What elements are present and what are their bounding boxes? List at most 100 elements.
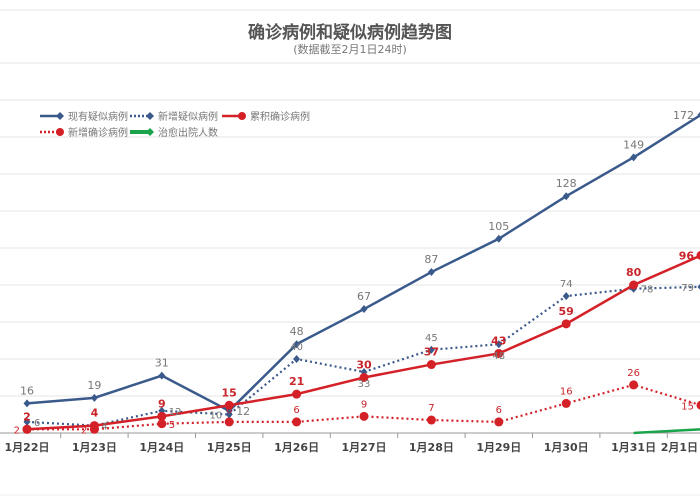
data-point [495,234,503,243]
chart-title: 确诊病例和疑似病例趋势图 [248,23,452,43]
data-label: 15 [681,401,694,412]
legend-swatch-icon [222,111,246,120]
data-point [697,283,700,290]
data-point [696,400,700,410]
data-point [426,360,436,370]
legend-label: 新增疑似病例 [158,112,218,123]
data-label: 16 [20,384,34,397]
data-label: 9 [158,397,166,410]
data-point [157,419,167,429]
data-point [292,417,302,427]
data-point [224,417,234,427]
data-label: 6 [496,405,502,416]
data-point [89,424,99,434]
data-point [360,305,368,314]
x-tick-label: 1月30日 [544,441,589,454]
data-label: 128 [556,177,577,190]
legend-swatch-icon [130,111,154,120]
data-point [158,371,166,380]
x-tick-label: 1月29日 [476,441,521,454]
data-label: 80 [626,266,642,279]
data-label: 78 [641,285,654,296]
data-label: 4 [91,407,99,420]
data-label: 9 [361,399,367,410]
legend-item: 新增确诊病例 [40,124,128,139]
data-label: 21 [289,375,304,388]
data-label: 74 [560,279,573,290]
data-label: 2 [23,410,31,423]
data-label: 7 [428,403,434,414]
data-point [23,399,31,408]
data-label: 5 [169,420,175,431]
data-point [157,411,167,421]
data-point [427,345,435,354]
data-label: 6 [34,418,40,429]
data-label: 33 [358,379,371,390]
data-point [23,417,31,426]
data-point [629,380,639,390]
x-tick-label: 1月25日 [207,441,252,454]
data-point [225,410,233,419]
x-tick-label: 1月31日 [611,441,656,454]
legend-item: 治愈出院人数 [130,124,218,139]
data-point [630,153,638,162]
data-point [292,389,302,399]
legend-label: 治愈出院人数 [158,128,218,139]
data-label: 4 [101,422,107,433]
data-label: 2 [81,425,87,436]
data-point [561,319,571,329]
legend-swatch-icon [130,127,154,136]
data-point [359,411,369,421]
legend-item: 累积确诊病例 [222,108,310,123]
data-point [562,292,570,301]
data-label: 30 [356,359,372,372]
data-point [293,340,301,349]
data-label: 31 [155,357,169,370]
x-tick-label: 1月24日 [139,441,184,454]
legend-label: 现有疑似病例 [68,112,128,123]
legend-item: 新增疑似病例 [130,108,218,123]
series-line-4 [633,428,700,435]
data-label: 79 [681,283,694,294]
x-tick-label: 2月1日 [661,441,698,454]
data-label: 67 [357,290,371,303]
data-label: 172 [673,109,694,122]
legend-label: 累积确诊病例 [250,112,310,123]
data-point [293,355,301,363]
data-point [561,398,571,408]
data-point [494,417,504,427]
data-point [224,400,234,410]
legend-label: 新增确诊病例 [68,128,128,139]
data-label: 96 [679,249,695,262]
data-point [22,424,32,434]
data-point [359,373,369,382]
data-label: 45 [425,333,438,344]
data-label: 12 [236,405,250,418]
data-point [426,415,436,425]
data-point [494,348,504,358]
data-label: 2 [14,425,20,436]
data-label: 6 [226,405,232,416]
data-label: 10 [209,411,222,422]
x-tick-label: 1月27日 [342,441,387,454]
data-label: 19 [87,379,101,392]
series-line-3 [27,383,700,431]
legend-swatch-icon [40,111,64,120]
data-point [427,268,435,277]
data-label: 48 [492,351,505,362]
x-tick-label: 1月22日 [5,441,50,454]
chart-subtitle: (数据截至2月1日24时) [293,43,407,56]
data-label: 12 [169,407,182,418]
data-label: 48 [290,325,304,338]
data-label: 37 [424,346,439,359]
data-label: 6 [293,405,299,416]
data-point [495,340,503,349]
data-label: 149 [623,138,644,151]
data-label: 87 [424,253,438,266]
data-point [696,251,700,260]
x-tick-label: 1月28日 [409,441,454,454]
data-label: 59 [559,305,574,318]
legend-swatch-icon [40,127,64,136]
data-label: 105 [488,220,509,233]
data-point [697,111,700,118]
